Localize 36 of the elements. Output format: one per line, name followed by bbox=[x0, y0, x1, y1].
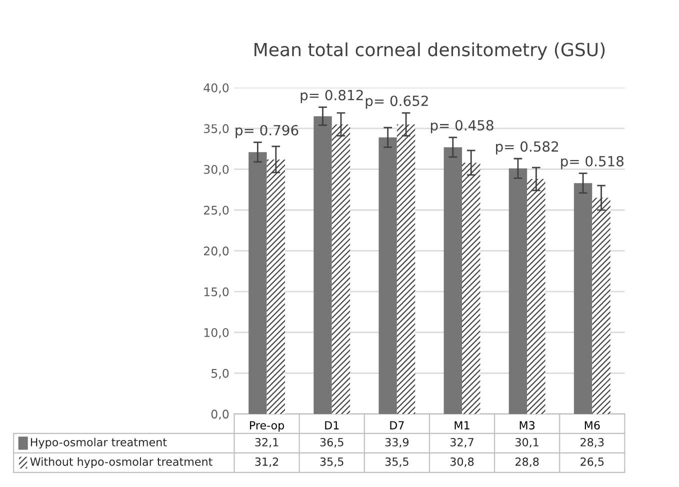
data-label: 30,8 bbox=[450, 457, 474, 468]
x-tick-label: Pre-op bbox=[250, 421, 284, 432]
y-tick-label: 0,0 bbox=[211, 410, 229, 420]
annotation: p= 0.458 bbox=[430, 120, 494, 134]
y-tick-label: 30,0 bbox=[204, 164, 229, 176]
annotation: p= 0.582 bbox=[496, 141, 558, 154]
y-tick-label: 15,0 bbox=[204, 287, 229, 298]
data-label: 26,5 bbox=[580, 457, 604, 468]
y-tick-label: 35,0 bbox=[204, 124, 229, 134]
data-label: 36,5 bbox=[320, 438, 344, 448]
x-tick-label: M3 bbox=[520, 421, 535, 430]
y-tick-label: 10,0 bbox=[204, 328, 229, 338]
data-label: 35,5 bbox=[385, 457, 408, 468]
y-tick-label: 25,0 bbox=[204, 206, 229, 216]
data-label: 30,1 bbox=[516, 438, 538, 448]
legend-label: Hypo-osmolar treatment bbox=[30, 438, 167, 449]
annotation: p= 0.796 bbox=[236, 124, 298, 138]
data-label: 28,8 bbox=[516, 457, 539, 468]
x-tick-label: D7 bbox=[390, 421, 404, 430]
annotation: p= 0.518 bbox=[561, 156, 624, 170]
data-label: 32,7 bbox=[450, 438, 474, 448]
x-tick-label: M6 bbox=[584, 421, 600, 430]
data-label: 31,2 bbox=[255, 457, 278, 468]
data-label: 33,9 bbox=[385, 438, 409, 448]
x-tick-label: M1 bbox=[454, 421, 470, 430]
y-tick-label: 5,0 bbox=[212, 368, 229, 380]
annotation: p= 0.652 bbox=[366, 96, 428, 109]
y-tick-label: 40,0 bbox=[204, 83, 229, 94]
y-tick-label: 20,0 bbox=[204, 246, 229, 257]
data-label: 32,1 bbox=[255, 438, 278, 448]
chart-title: Mean total corneal densitometry (GSU) bbox=[254, 42, 605, 60]
data-label: 28,3 bbox=[580, 438, 604, 448]
annotation: p= 0.812 bbox=[300, 90, 363, 104]
legend-label: Without hypo-osmolar treatment bbox=[30, 457, 212, 468]
data-label: 35,5 bbox=[320, 457, 344, 468]
x-tick-label: D1 bbox=[325, 421, 339, 430]
